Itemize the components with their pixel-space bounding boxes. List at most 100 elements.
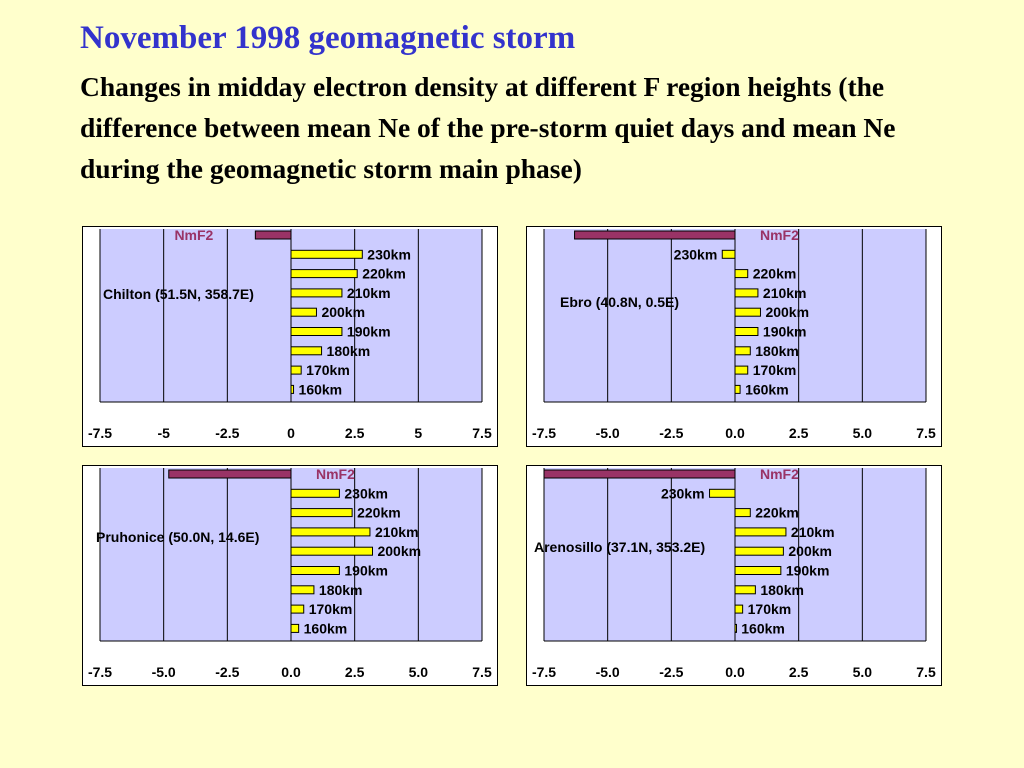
x-tick-label: 7.5 <box>916 664 936 680</box>
x-tick-label: -5 <box>157 425 170 441</box>
bar-230km <box>290 249 363 259</box>
bar-190km <box>290 566 340 575</box>
bar-160km <box>734 623 737 633</box>
label-180km: 180km <box>760 582 804 598</box>
slide-title: November 1998 geomagnetic storm <box>80 20 576 56</box>
chart-arenosillo: -7.5 -5.0 -2.5 0.0 2.5 5.0 7.5 NmF2 230km 220km 21… <box>532 466 936 680</box>
label-210km: 210km <box>791 524 835 540</box>
label-180km: 180km <box>327 343 371 359</box>
bar-nmf2 <box>543 469 736 479</box>
x-tick-label: -7.5 <box>532 425 556 441</box>
bar-180km <box>290 585 315 595</box>
bar-180km <box>290 346 323 356</box>
label-190km: 190km <box>763 324 807 340</box>
x-tick-label: 2.5 <box>789 664 809 680</box>
label-200km: 200km <box>321 304 365 320</box>
x-tick-label: 5 <box>414 425 422 441</box>
bar-220km <box>290 508 353 518</box>
x-tick-label: -2.5 <box>659 425 683 441</box>
x-tick-label: -2.5 <box>215 425 239 441</box>
bar-160km <box>290 384 295 394</box>
bar-230km <box>709 488 736 498</box>
chart-chilton: -7.5 -5 -2.5 0 2.5 5 7.5 NmF2 230km 220km 210km 200… <box>88 227 492 441</box>
label-170km: 170km <box>748 601 792 617</box>
x-tick-label: 5.0 <box>409 664 429 680</box>
x-tick-label: 0.0 <box>725 664 745 680</box>
bar-160km <box>290 623 300 633</box>
label-160km: 160km <box>741 620 785 636</box>
label-180km: 180km <box>755 343 799 359</box>
bar-210km <box>290 527 371 537</box>
x-tick-label: 2.5 <box>789 425 809 441</box>
label-170km: 170km <box>309 601 353 617</box>
station-label: Ebro (40.8N, 0.5E) <box>560 294 679 310</box>
chart-ebro: -7.5 -5.0 -2.5 0.0 2.5 5.0 7.5 NmF2 230km 220km 21… <box>532 227 936 441</box>
chart-panel-chilton: -7.5 -5 -2.5 0 2.5 5 7.5 NmF2 230km 220km 210km 200… <box>82 226 498 447</box>
bar-200km <box>290 307 317 317</box>
label-190km: 190km <box>347 324 391 340</box>
bar-210km <box>290 288 343 298</box>
x-tick-label: 0 <box>287 425 295 441</box>
label-200km: 200km <box>377 543 421 559</box>
label-nmf2: NmF2 <box>174 227 213 243</box>
station-label: Chilton (51.5N, 358.7E) <box>103 286 254 302</box>
bar-180km <box>734 585 756 595</box>
bar-170km <box>734 365 749 375</box>
bar-190km <box>734 327 759 336</box>
label-160km: 160km <box>299 381 343 397</box>
label-220km: 220km <box>753 266 797 282</box>
label-nmf2: NmF2 <box>760 466 799 482</box>
label-170km: 170km <box>306 362 350 378</box>
label-nmf2: NmF2 <box>316 466 355 482</box>
x-tick-label: -2.5 <box>659 664 683 680</box>
label-180km: 180km <box>319 582 363 598</box>
label-220km: 220km <box>362 266 406 282</box>
bar-220km <box>734 508 751 518</box>
label-220km: 220km <box>357 505 401 521</box>
label-210km: 210km <box>347 285 391 301</box>
x-tick-label: -5.0 <box>596 664 620 680</box>
bar-220km <box>290 269 358 279</box>
bar-170km <box>290 604 305 614</box>
bar-nmf2 <box>574 230 736 240</box>
x-tick-label: -2.5 <box>215 664 239 680</box>
bar-230km <box>290 488 340 498</box>
bar-200km <box>734 546 784 556</box>
label-230km: 230km <box>367 246 411 262</box>
x-tick-label: 5.0 <box>853 425 873 441</box>
bar-170km <box>290 365 302 375</box>
bar-180km <box>734 346 751 356</box>
x-tick-label: 0.0 <box>281 664 301 680</box>
slide-subtitle: Changes in midday electron density at di… <box>80 71 896 184</box>
chart-pruhonice: -7.5 -5.0 -2.5 0.0 2.5 5.0 7.5 NmF2 230km 220km 21… <box>88 466 492 680</box>
label-200km: 200km <box>765 304 809 320</box>
label-230km: 230km <box>661 485 705 501</box>
x-tick-label: -7.5 <box>88 664 112 680</box>
label-210km: 210km <box>375 524 419 540</box>
label-160km: 160km <box>304 620 348 636</box>
label-nmf2: NmF2 <box>760 227 799 243</box>
bar-160km <box>734 384 741 394</box>
label-230km: 230km <box>674 246 718 262</box>
station-label: Pruhonice (50.0N, 14.6E) <box>96 529 259 545</box>
x-tick-label: 7.5 <box>472 425 492 441</box>
x-tick-label: 2.5 <box>345 425 365 441</box>
bar-220km <box>734 269 749 279</box>
x-tick-label: 2.5 <box>345 664 365 680</box>
x-tick-label: 5.0 <box>853 664 873 680</box>
bar-170km <box>734 604 744 614</box>
x-tick-label: 7.5 <box>916 425 936 441</box>
x-tick-label: 0.0 <box>725 425 745 441</box>
x-tick-label: -7.5 <box>88 425 112 441</box>
x-tick-label: -7.5 <box>532 664 556 680</box>
label-190km: 190km <box>786 563 830 579</box>
x-tick-label: 7.5 <box>472 664 492 680</box>
station-label: Arenosillo (37.1N, 353.2E) <box>534 539 705 555</box>
bar-190km <box>734 566 782 575</box>
bar-nmf2 <box>168 469 292 479</box>
bar-nmf2 <box>254 230 292 240</box>
label-210km: 210km <box>763 285 807 301</box>
label-220km: 220km <box>755 505 799 521</box>
label-200km: 200km <box>788 543 832 559</box>
label-160km: 160km <box>745 381 789 397</box>
